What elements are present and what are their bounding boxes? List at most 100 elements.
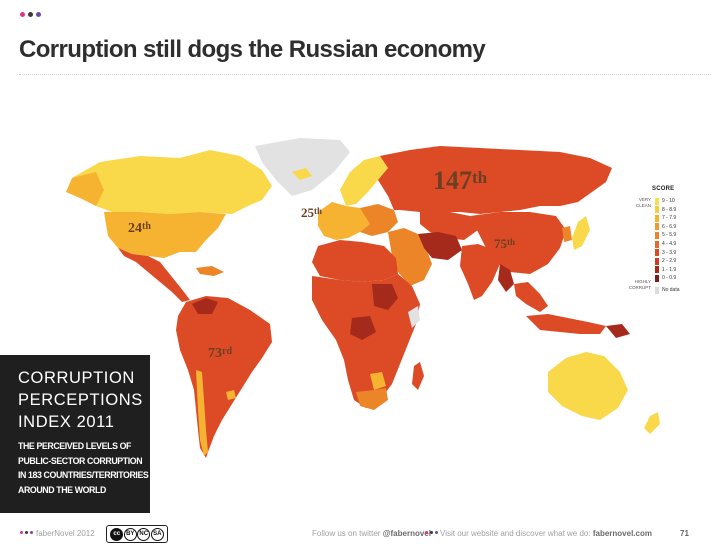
region-new-zealand xyxy=(644,412,660,434)
index-heading: CORRUPTION PERCEPTIONS INDEX 2011 xyxy=(18,367,150,433)
region-south-america xyxy=(176,296,272,458)
legend-label: 1 - 1.9 xyxy=(662,266,677,273)
region-subsaharan-africa xyxy=(312,274,420,408)
region-sudan xyxy=(372,284,398,310)
legend-swatch xyxy=(655,286,659,294)
footer-dot xyxy=(425,531,428,534)
region-japan xyxy=(572,216,590,250)
legend-bottom-caption: HIGHLY CORRUPT xyxy=(628,279,651,290)
footer-website: Visit our website and discover what we d… xyxy=(440,529,652,538)
cc-sa-icon: SA xyxy=(150,527,164,541)
region-south-africa xyxy=(356,388,388,410)
legend-swatch xyxy=(655,231,659,239)
legend-item: 5 - 5.9 xyxy=(655,231,676,239)
region-iceland xyxy=(292,168,312,180)
page-number: 71 xyxy=(680,529,689,538)
footer-dots xyxy=(20,531,33,534)
rank-label-china: 75th xyxy=(494,236,515,251)
footer-website-prefix: Visit our website and discover what we d… xyxy=(440,529,593,538)
footer-separator-dots xyxy=(425,531,438,534)
legend-item: 1 - 1.9 xyxy=(655,266,676,274)
legend-label: 5 - 5.9 xyxy=(662,232,677,239)
region-madagascar xyxy=(412,362,424,390)
footer-dot xyxy=(430,531,433,534)
legend-label: 3 - 3.9 xyxy=(662,249,677,256)
legend-item: 0 - 0.9 xyxy=(655,274,676,282)
legend-label: 6 - 6.9 xyxy=(662,223,677,230)
header-dot xyxy=(28,12,33,17)
region-congo xyxy=(350,316,376,340)
region-mexico xyxy=(118,248,190,302)
header-dot xyxy=(20,12,25,17)
rank-label-usa: 24th xyxy=(128,221,151,236)
region-canada xyxy=(72,150,272,214)
legend-item: 3 - 3.9 xyxy=(655,249,676,257)
legend-item: No data xyxy=(655,286,680,294)
cc-by-icon: BY xyxy=(123,527,137,541)
legend-top-caption: VERY CLEAN xyxy=(635,197,651,208)
region-western-europe xyxy=(318,202,372,240)
index-subtitle: THE PERCEIVED LEVELS OF PUBLIC-SECTOR CO… xyxy=(18,439,150,497)
legend-swatch xyxy=(655,240,659,248)
legend-label: 7 - 7.9 xyxy=(662,215,677,222)
index-heading-line: INDEX 2011 xyxy=(18,413,115,431)
region-chile xyxy=(196,370,208,456)
region-russia xyxy=(378,146,612,214)
title-divider xyxy=(19,74,711,75)
legend-label: No data xyxy=(662,287,680,293)
region-caribbean xyxy=(196,266,224,276)
legend-swatch xyxy=(655,214,659,222)
region-china xyxy=(470,212,566,274)
website-link[interactable]: fabernovel.com xyxy=(592,529,652,538)
region-scandinavia xyxy=(340,156,388,206)
region-alaska xyxy=(66,172,104,206)
footer-dot xyxy=(20,531,23,534)
rank-label-brazil: 73rd xyxy=(208,346,232,361)
region-uruguay xyxy=(226,390,236,400)
footer-dot xyxy=(30,531,33,534)
footer-twitter-prefix: Follow us on twitter xyxy=(312,529,383,538)
legend-swatch xyxy=(655,257,659,265)
region-papua xyxy=(606,324,630,338)
region-eastern-europe xyxy=(360,204,398,236)
legend-label: 0 - 0.9 xyxy=(662,275,677,282)
footer: faberNovel 2012 cc BY NC SA Follow us on… xyxy=(0,524,728,546)
cc-nc-icon: NC xyxy=(137,527,151,541)
region-north-africa xyxy=(312,240,398,282)
legend-item: 9 - 10 xyxy=(655,197,675,205)
region-myanmar xyxy=(498,264,514,292)
rank-label-russia: 147th xyxy=(433,166,488,195)
region-korea xyxy=(562,226,572,242)
legend-item: 8 - 8.9 xyxy=(655,206,676,214)
legend-swatch xyxy=(655,223,659,231)
legend-item: 2 - 2.9 xyxy=(655,257,676,265)
index-subtitle-line: THE PERCEIVED LEVELS OF xyxy=(18,441,131,451)
index-box: CORRUPTION PERCEPTIONS INDEX 2011 THE PE… xyxy=(0,355,150,513)
rank-label-europe: 25th xyxy=(301,205,322,220)
header-dots xyxy=(20,12,41,17)
legend-title: SCORE xyxy=(652,186,675,192)
region-venezuela xyxy=(192,298,218,314)
legend-label: 9 - 10 xyxy=(662,198,675,204)
legend-item: 4 - 4.9 xyxy=(655,240,676,248)
region-indonesia xyxy=(526,314,606,334)
twitter-handle-link[interactable]: @fabernovel xyxy=(382,529,431,538)
region-middle-east xyxy=(388,228,432,286)
footer-dot xyxy=(435,531,438,534)
page-title: Corruption still dogs the Russian econom… xyxy=(19,36,486,63)
region-southeast-asia xyxy=(514,282,548,312)
footer-copyright: faberNovel 2012 xyxy=(36,529,95,538)
region-iran-afghanistan xyxy=(418,232,462,260)
cc-license-badge[interactable]: cc BY NC SA xyxy=(106,525,168,543)
legend-swatch xyxy=(655,274,659,282)
index-subtitle-line: PUBLIC-SECTOR CORRUPTION xyxy=(18,455,143,466)
header-dot xyxy=(36,12,41,17)
legend-label: 8 - 8.9 xyxy=(662,206,677,213)
region-south-asia xyxy=(460,244,500,300)
legend-swatch xyxy=(655,197,659,205)
legend-swatch xyxy=(655,266,659,274)
index-subtitle-line: AROUND THE WORLD xyxy=(18,484,106,495)
region-greenland xyxy=(255,138,350,196)
